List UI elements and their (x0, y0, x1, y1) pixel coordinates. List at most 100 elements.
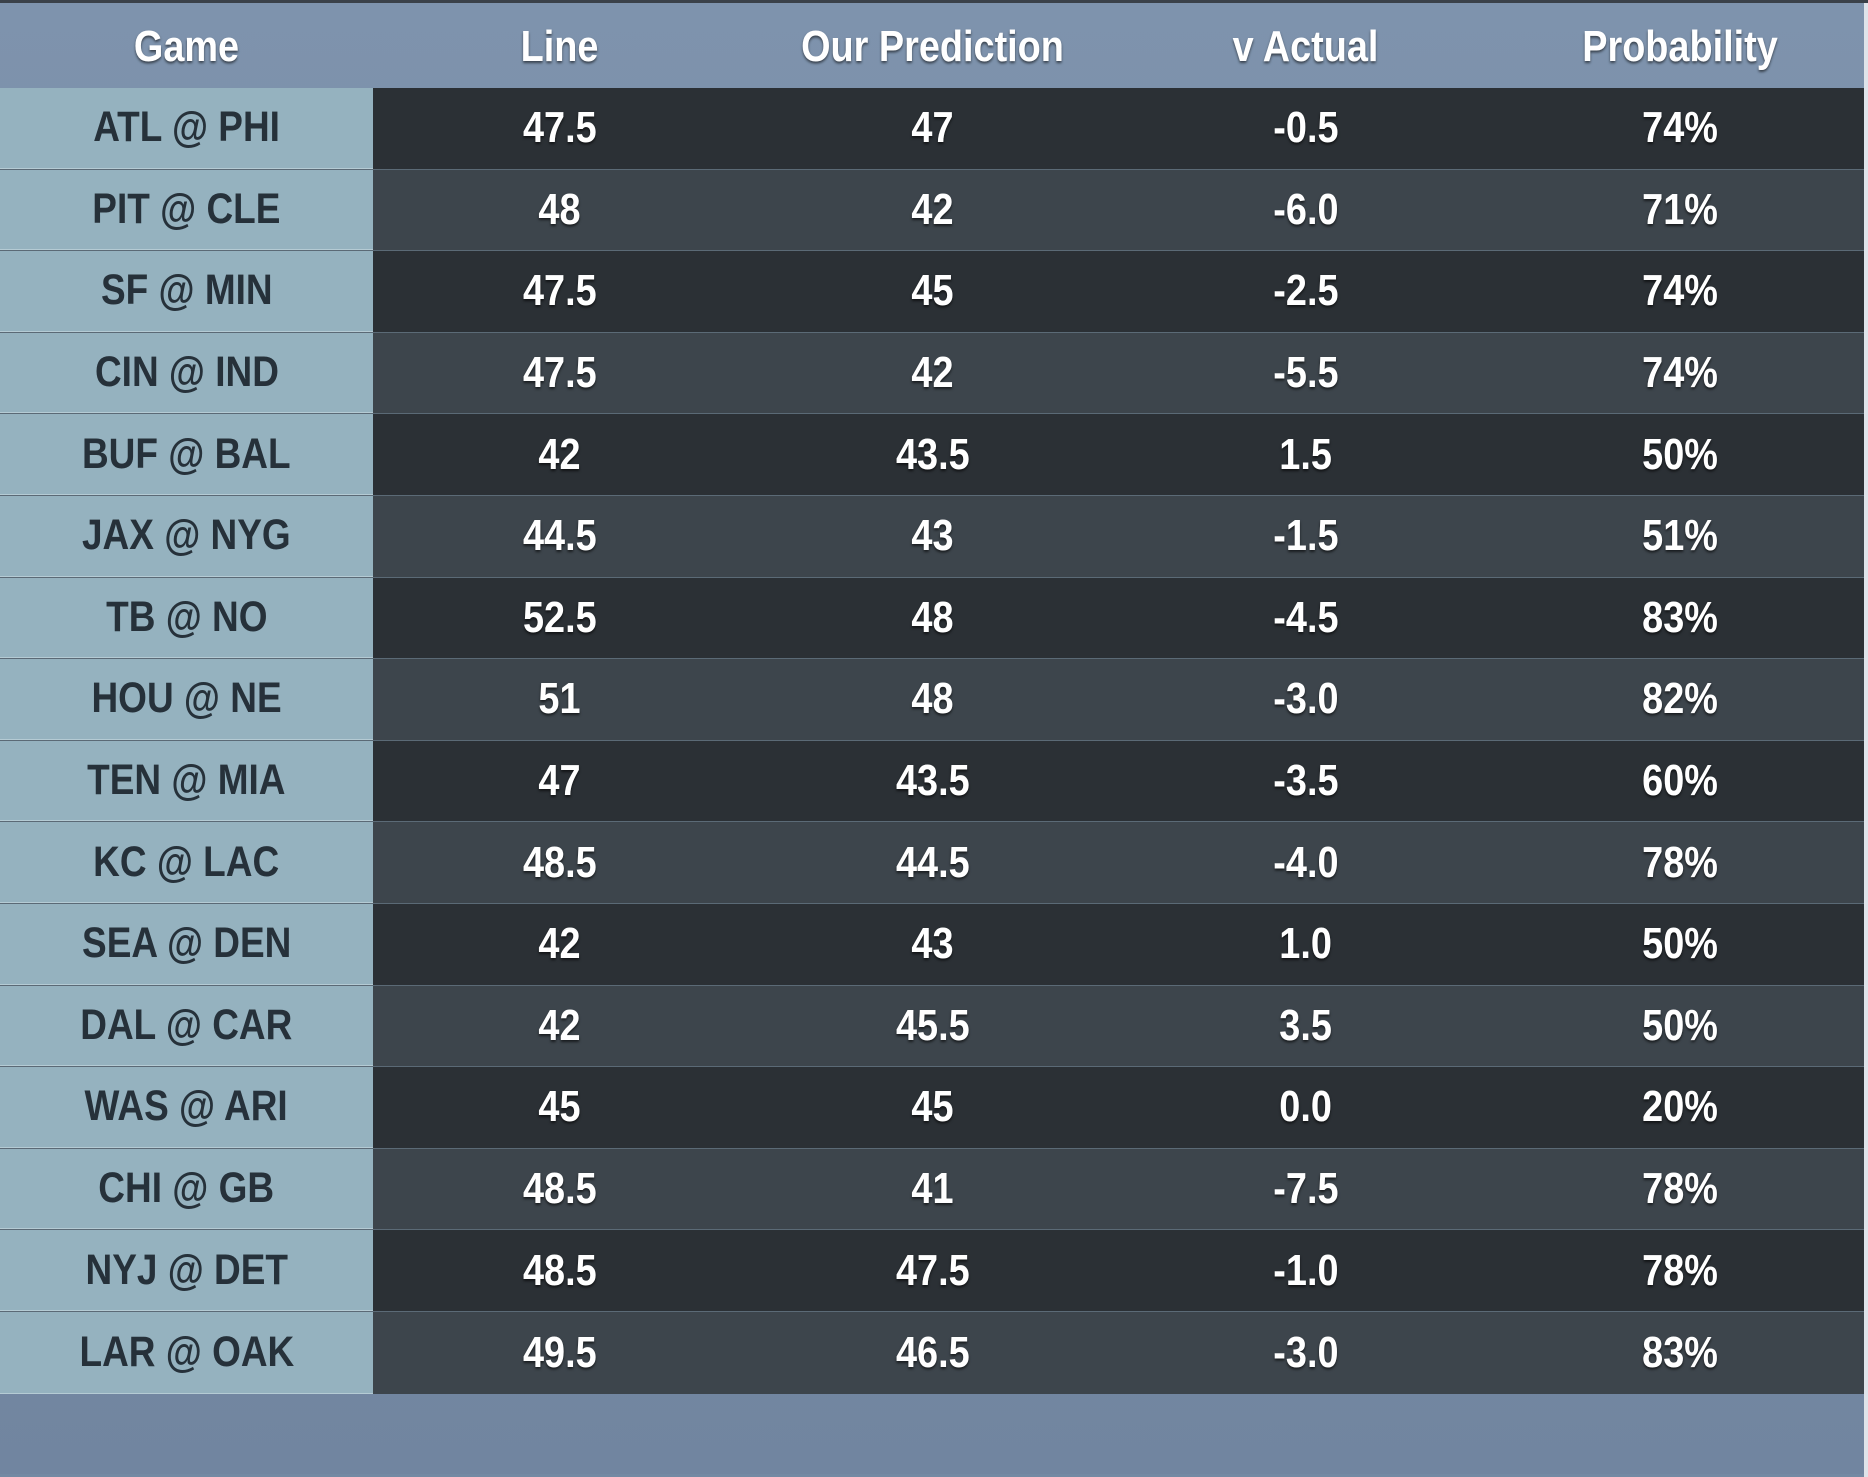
probability-cell: 50% (1492, 414, 1868, 495)
probability-value: 71% (1642, 184, 1718, 234)
table-row: SEA @ DEN 42 43 1.0 50% (0, 903, 1868, 986)
game-name: WAS @ ARI (84, 1082, 289, 1131)
prediction-cell: 48 (746, 578, 1119, 659)
probability-cell: 82% (1492, 659, 1868, 740)
prediction-value: 45.5 (895, 1000, 970, 1050)
line-value: 48 (538, 184, 581, 234)
line-cell: 47 (373, 741, 746, 822)
actual-cell: 0.0 (1119, 1067, 1492, 1148)
line-value: 44.5 (522, 511, 597, 561)
prediction-cell: 47.5 (746, 1230, 1119, 1311)
header-probability: Probability (1582, 22, 1778, 71)
actual-value: 3.5 (1279, 1000, 1332, 1050)
game-name: BUF @ BAL (82, 429, 291, 478)
table-row: CHI @ GB 48.5 41 -7.5 78% (0, 1148, 1868, 1231)
table-row: DAL @ CAR 42 45.5 3.5 50% (0, 985, 1868, 1068)
line-value: 47.5 (522, 103, 597, 153)
table-body: ATL @ PHI 47.5 47 -0.5 74% PIT @ CLE 48 … (0, 88, 1868, 1394)
game-name: TB @ NO (105, 592, 268, 641)
prediction-value: 43.5 (895, 756, 970, 806)
line-cell: 42 (373, 904, 746, 985)
prediction-cell: 43.5 (746, 741, 1119, 822)
prediction-cell: 41 (746, 1149, 1119, 1230)
probability-cell: 74% (1492, 88, 1868, 169)
prediction-cell: 45 (746, 251, 1119, 332)
line-value: 49.5 (522, 1327, 597, 1377)
line-cell: 47.5 (373, 88, 746, 169)
actual-value: -7.5 (1272, 1164, 1339, 1214)
probability-cell: 20% (1492, 1067, 1868, 1148)
line-cell: 48.5 (373, 1230, 746, 1311)
table-header: Game Line Our Prediction v Actual Probab… (0, 6, 1868, 88)
probability-cell: 74% (1492, 333, 1868, 414)
game-cell: WAS @ ARI (0, 1067, 373, 1148)
game-name: JAX @ NYG (82, 511, 291, 560)
actual-cell: -3.0 (1119, 659, 1492, 740)
probability-cell: 71% (1492, 170, 1868, 251)
prediction-cell: 46.5 (746, 1312, 1119, 1394)
game-name: LAR @ OAK (79, 1327, 294, 1376)
prediction-value: 43 (911, 919, 954, 969)
table-row: TEN @ MIA 47 43.5 -3.5 60% (0, 740, 1868, 823)
line-value: 48.5 (522, 837, 597, 887)
probability-value: 78% (1642, 1164, 1718, 1214)
game-cell: TB @ NO (0, 577, 373, 659)
game-cell: NYJ @ DET (0, 1230, 373, 1311)
actual-cell: -3.5 (1119, 741, 1492, 822)
table-row: PIT @ CLE 48 42 -6.0 71% (0, 169, 1868, 252)
line-cell: 45 (373, 1067, 746, 1148)
probability-value: 20% (1642, 1082, 1718, 1132)
line-cell: 47.5 (373, 333, 746, 414)
table-row: CIN @ IND 47.5 42 -5.5 74% (0, 332, 1868, 415)
probability-cell: 78% (1492, 1230, 1868, 1311)
line-value: 45 (538, 1082, 581, 1132)
actual-value: -1.5 (1272, 511, 1339, 561)
actual-value: -4.5 (1272, 592, 1339, 642)
game-name: DAL @ CAR (80, 1000, 293, 1049)
probability-value: 50% (1642, 1000, 1718, 1050)
probability-cell: 50% (1492, 986, 1868, 1067)
game-cell: PIT @ CLE (0, 169, 373, 251)
table-row: LAR @ OAK 49.5 46.5 -3.0 83% (0, 1311, 1868, 1394)
header-line: Line (520, 22, 599, 71)
line-value: 48.5 (522, 1245, 597, 1295)
game-name: SEA @ DEN (81, 919, 292, 968)
probability-value: 74% (1642, 103, 1718, 153)
probability-cell: 50% (1492, 904, 1868, 985)
line-cell: 48 (373, 170, 746, 251)
line-cell: 47.5 (373, 251, 746, 332)
game-name: KC @ LAC (93, 837, 280, 886)
line-cell: 42 (373, 414, 746, 495)
probability-cell: 51% (1492, 496, 1868, 577)
line-cell: 49.5 (373, 1312, 746, 1394)
line-value: 51 (538, 674, 581, 724)
game-name: ATL @ PHI (93, 103, 280, 152)
probability-value: 60% (1642, 756, 1718, 806)
actual-value: 0.0 (1279, 1082, 1332, 1132)
probability-value: 78% (1642, 837, 1718, 887)
line-cell: 52.5 (373, 578, 746, 659)
game-cell: CHI @ GB (0, 1148, 373, 1230)
actual-cell: 1.5 (1119, 414, 1492, 495)
game-cell: KC @ LAC (0, 822, 373, 903)
prediction-value: 41 (911, 1164, 954, 1214)
table-row: JAX @ NYG 44.5 43 -1.5 51% (0, 495, 1868, 578)
probability-value: 83% (1642, 592, 1718, 642)
line-value: 47.5 (522, 348, 597, 398)
prediction-value: 46.5 (895, 1327, 970, 1377)
game-cell: SF @ MIN (0, 251, 373, 332)
prediction-value: 48 (911, 592, 954, 642)
actual-cell: -4.0 (1119, 822, 1492, 903)
actual-value: -3.0 (1272, 1327, 1339, 1377)
probability-cell: 83% (1492, 1312, 1868, 1394)
actual-cell: -6.0 (1119, 170, 1492, 251)
probability-value: 74% (1642, 266, 1718, 316)
prediction-value: 43.5 (895, 429, 970, 479)
prediction-cell: 42 (746, 170, 1119, 251)
prediction-cell: 44.5 (746, 822, 1119, 903)
table-row: KC @ LAC 48.5 44.5 -4.0 78% (0, 822, 1868, 904)
line-cell: 51 (373, 659, 746, 740)
game-name: SF @ MIN (100, 266, 273, 315)
prediction-value: 47 (911, 103, 954, 153)
probability-value: 82% (1642, 674, 1718, 724)
